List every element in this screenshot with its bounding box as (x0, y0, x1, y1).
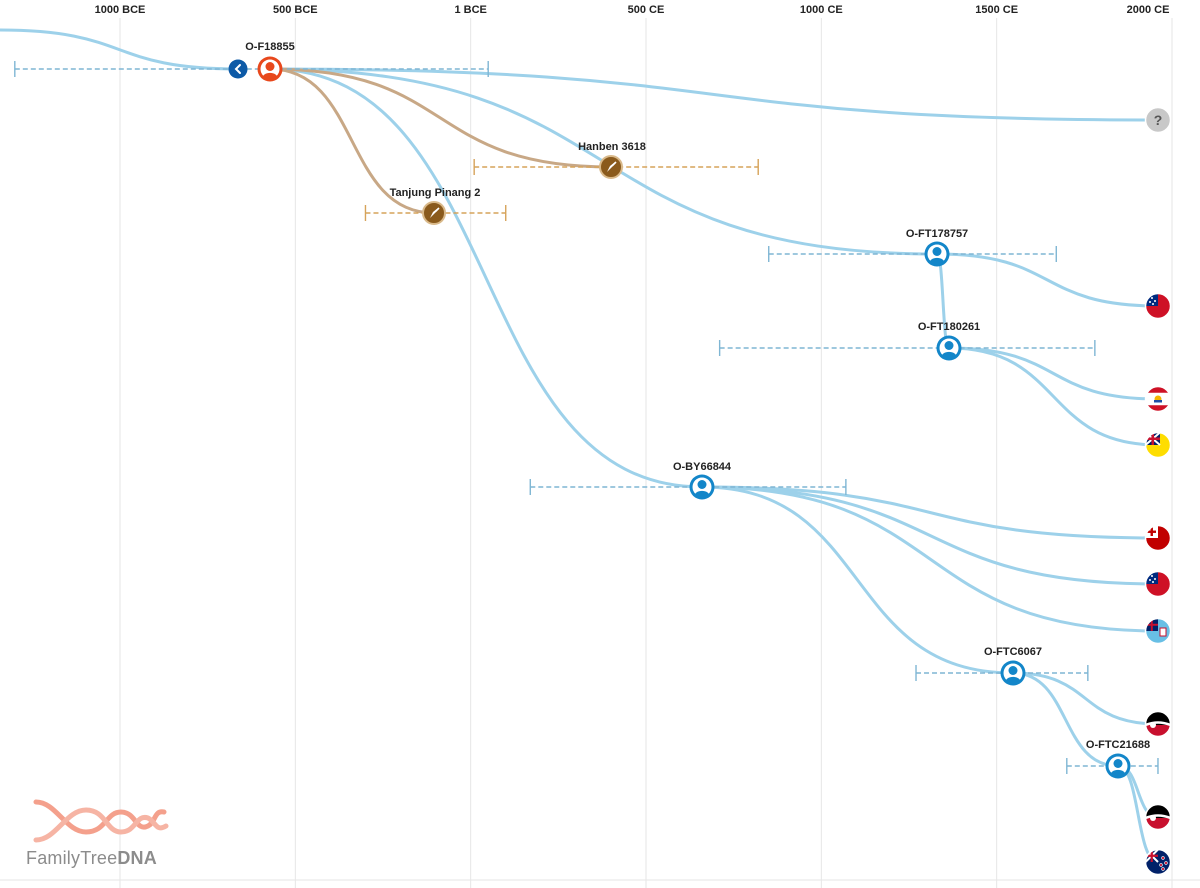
branch-link (268, 67, 704, 489)
grid-lines (0, 18, 1200, 888)
axis-tick-label: 1500 CE (975, 4, 1018, 16)
node-ftc21688[interactable]: O-FTC21688 (1086, 739, 1150, 779)
node-ft178757[interactable]: O-FT178757 (906, 228, 968, 267)
node-label: Tanjung Pinang 2 (390, 187, 481, 199)
branch-link (935, 252, 951, 350)
branch-link (947, 346, 1160, 401)
branch-link (947, 346, 1160, 447)
fiji-flag-icon[interactable] (1144, 617, 1172, 645)
tree-nodes[interactable]: O-F18855 Hanben 3618 Tanjung Pinang 2 O-FT1… (228, 41, 1151, 779)
brand-name-bold: DNA (117, 848, 157, 868)
dna-helix-icon (33, 799, 169, 843)
maori-flag-icon[interactable] (1144, 803, 1172, 831)
branch-link (268, 67, 1160, 122)
axis-tick-label: 500 CE (628, 4, 665, 16)
node-label: O-FTC21688 (1086, 739, 1150, 751)
node-label: O-FTC6067 (984, 646, 1042, 658)
trowel-icon (607, 161, 617, 172)
age-range-bar (364, 205, 507, 221)
niue-flag-icon[interactable] (1144, 431, 1172, 459)
age-range-bar (529, 479, 847, 495)
back-button[interactable] (228, 59, 248, 79)
age-range-bar (768, 246, 1057, 262)
node-root[interactable]: O-F18855 (245, 41, 295, 82)
person-icon (689, 474, 715, 500)
question-icon[interactable]: ? (1144, 106, 1172, 134)
branch-links (0, 28, 1160, 864)
axis-tick-label: 1000 CE (800, 4, 843, 16)
branch-link (700, 485, 1160, 633)
person-icon (1105, 753, 1131, 779)
axis-tick-label: 500 BCE (273, 4, 318, 16)
node-ftc6067[interactable]: O-FTC6067 (984, 646, 1042, 686)
node-back[interactable] (228, 59, 248, 79)
axis-tick-label: 2000 CE (1127, 4, 1170, 16)
new-zealand-flag-icon[interactable] (1144, 848, 1172, 876)
person-icon (924, 241, 950, 267)
age-range-bar (915, 665, 1089, 681)
branch-link (700, 485, 1160, 540)
branch-link (268, 67, 613, 169)
brand-logo[interactable]: FamilyTreeDNA (26, 848, 157, 869)
node-tanjung[interactable]: Tanjung Pinang 2 (390, 187, 481, 225)
branch-link (1011, 671, 1120, 768)
tonga-flag-icon[interactable] (1144, 524, 1172, 552)
branch-link (700, 485, 1160, 586)
samoa-flag-icon[interactable] (1144, 292, 1172, 320)
axis-tick-label: 1 BCE (454, 4, 486, 16)
unknown-leaf-label: ? (1154, 112, 1163, 128)
french-polynesia-flag-icon[interactable] (1144, 385, 1172, 413)
node-label: O-FT178757 (906, 228, 968, 240)
maori-flag-icon[interactable] (1144, 710, 1172, 738)
chevron-left-icon (234, 64, 241, 74)
node-hanben[interactable]: Hanben 3618 (578, 141, 646, 179)
time-axis: 1000 BCE 500 BCE 1 BCE 500 CE 1000 CE 1500 CE… (95, 4, 1170, 16)
samoa-flag-icon[interactable] (1144, 570, 1172, 598)
branch-link (700, 485, 1015, 675)
node-label: O-FT180261 (918, 321, 980, 333)
age-range-bar (473, 159, 759, 175)
branch-link (268, 67, 436, 215)
axis-tick-label: 1000 BCE (95, 4, 146, 16)
branch-link-incoming (0, 28, 240, 71)
branch-link (1011, 671, 1160, 726)
person-icon (257, 56, 283, 82)
branch-link (935, 252, 1160, 308)
node-by66844[interactable]: O-BY66844 (673, 461, 732, 500)
age-range-bar (14, 61, 489, 77)
age-range-bar (718, 340, 1096, 356)
node-ft180261[interactable]: O-FT180261 (918, 321, 980, 361)
age-range-bar (1066, 758, 1159, 774)
node-label: Hanben 3618 (578, 141, 646, 153)
person-icon (936, 335, 962, 361)
node-label: O-BY66844 (673, 461, 732, 473)
leaf-flags[interactable]: ? (1144, 106, 1172, 876)
brand-name-light: FamilyTree (26, 848, 118, 868)
node-label: O-F18855 (245, 41, 295, 53)
age-ranges (14, 61, 1159, 774)
person-icon (1000, 660, 1026, 686)
trowel-icon (430, 207, 440, 218)
